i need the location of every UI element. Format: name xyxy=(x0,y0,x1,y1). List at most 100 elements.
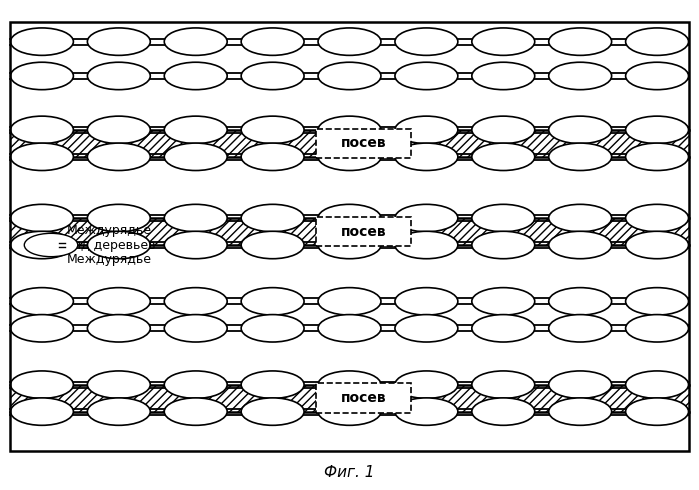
Ellipse shape xyxy=(87,398,150,425)
Bar xyxy=(316,128,411,158)
Ellipse shape xyxy=(241,28,304,55)
Text: Междурядье: Междурядье xyxy=(66,224,152,237)
Ellipse shape xyxy=(10,231,73,259)
Ellipse shape xyxy=(241,231,304,259)
Ellipse shape xyxy=(318,28,381,55)
Ellipse shape xyxy=(164,204,227,232)
Ellipse shape xyxy=(395,288,458,315)
Ellipse shape xyxy=(472,62,535,90)
Ellipse shape xyxy=(164,315,227,342)
Ellipse shape xyxy=(87,315,150,342)
Ellipse shape xyxy=(241,398,304,425)
Ellipse shape xyxy=(10,315,73,342)
Text: Междурядье: Междурядье xyxy=(66,253,152,266)
Ellipse shape xyxy=(472,371,535,398)
Ellipse shape xyxy=(87,116,150,144)
Ellipse shape xyxy=(87,231,150,259)
Bar xyxy=(10,130,689,157)
Ellipse shape xyxy=(395,398,458,425)
Ellipse shape xyxy=(395,204,458,232)
Ellipse shape xyxy=(626,231,689,259)
Ellipse shape xyxy=(395,231,458,259)
Bar xyxy=(316,383,411,413)
Ellipse shape xyxy=(318,116,381,144)
Ellipse shape xyxy=(395,62,458,90)
Ellipse shape xyxy=(626,398,689,425)
Ellipse shape xyxy=(318,371,381,398)
Text: Ряд деревьев: Ряд деревьев xyxy=(66,239,156,251)
Ellipse shape xyxy=(549,204,612,232)
Ellipse shape xyxy=(318,143,381,171)
Ellipse shape xyxy=(318,315,381,342)
Bar xyxy=(10,22,689,451)
Ellipse shape xyxy=(241,371,304,398)
Ellipse shape xyxy=(549,116,612,144)
Ellipse shape xyxy=(87,62,150,90)
Ellipse shape xyxy=(318,288,381,315)
Ellipse shape xyxy=(549,231,612,259)
Ellipse shape xyxy=(626,116,689,144)
Ellipse shape xyxy=(24,233,78,257)
Ellipse shape xyxy=(164,371,227,398)
Ellipse shape xyxy=(10,371,73,398)
Ellipse shape xyxy=(626,62,689,90)
Ellipse shape xyxy=(318,398,381,425)
Ellipse shape xyxy=(164,62,227,90)
Ellipse shape xyxy=(10,204,73,232)
Ellipse shape xyxy=(318,204,381,232)
Ellipse shape xyxy=(164,231,227,259)
Ellipse shape xyxy=(626,28,689,55)
Ellipse shape xyxy=(10,288,73,315)
Ellipse shape xyxy=(164,143,227,171)
Ellipse shape xyxy=(626,288,689,315)
Ellipse shape xyxy=(626,371,689,398)
Ellipse shape xyxy=(395,143,458,171)
Ellipse shape xyxy=(549,288,612,315)
Ellipse shape xyxy=(472,143,535,171)
Ellipse shape xyxy=(241,315,304,342)
Bar xyxy=(10,218,689,245)
Ellipse shape xyxy=(626,315,689,342)
Ellipse shape xyxy=(10,398,73,425)
Ellipse shape xyxy=(10,116,73,144)
Bar xyxy=(316,217,411,246)
Ellipse shape xyxy=(549,143,612,171)
Ellipse shape xyxy=(10,62,73,90)
Ellipse shape xyxy=(395,315,458,342)
Ellipse shape xyxy=(10,28,73,55)
Ellipse shape xyxy=(241,143,304,171)
Ellipse shape xyxy=(395,371,458,398)
Ellipse shape xyxy=(549,398,612,425)
Ellipse shape xyxy=(549,315,612,342)
Text: посев: посев xyxy=(340,136,387,150)
Ellipse shape xyxy=(549,28,612,55)
Ellipse shape xyxy=(395,116,458,144)
Ellipse shape xyxy=(549,371,612,398)
Ellipse shape xyxy=(164,28,227,55)
Ellipse shape xyxy=(87,143,150,171)
Ellipse shape xyxy=(472,315,535,342)
Ellipse shape xyxy=(472,288,535,315)
Ellipse shape xyxy=(549,62,612,90)
Ellipse shape xyxy=(626,204,689,232)
Ellipse shape xyxy=(472,398,535,425)
Ellipse shape xyxy=(395,28,458,55)
Ellipse shape xyxy=(241,116,304,144)
Ellipse shape xyxy=(472,231,535,259)
Ellipse shape xyxy=(318,62,381,90)
Ellipse shape xyxy=(626,143,689,171)
Ellipse shape xyxy=(241,62,304,90)
Ellipse shape xyxy=(164,398,227,425)
Ellipse shape xyxy=(10,143,73,171)
Ellipse shape xyxy=(241,288,304,315)
Ellipse shape xyxy=(472,116,535,144)
Bar xyxy=(10,385,689,412)
Text: посев: посев xyxy=(340,391,387,405)
Ellipse shape xyxy=(87,288,150,315)
Text: посев: посев xyxy=(340,224,387,239)
Ellipse shape xyxy=(318,231,381,259)
Ellipse shape xyxy=(87,371,150,398)
Ellipse shape xyxy=(164,288,227,315)
Ellipse shape xyxy=(472,28,535,55)
Ellipse shape xyxy=(472,204,535,232)
